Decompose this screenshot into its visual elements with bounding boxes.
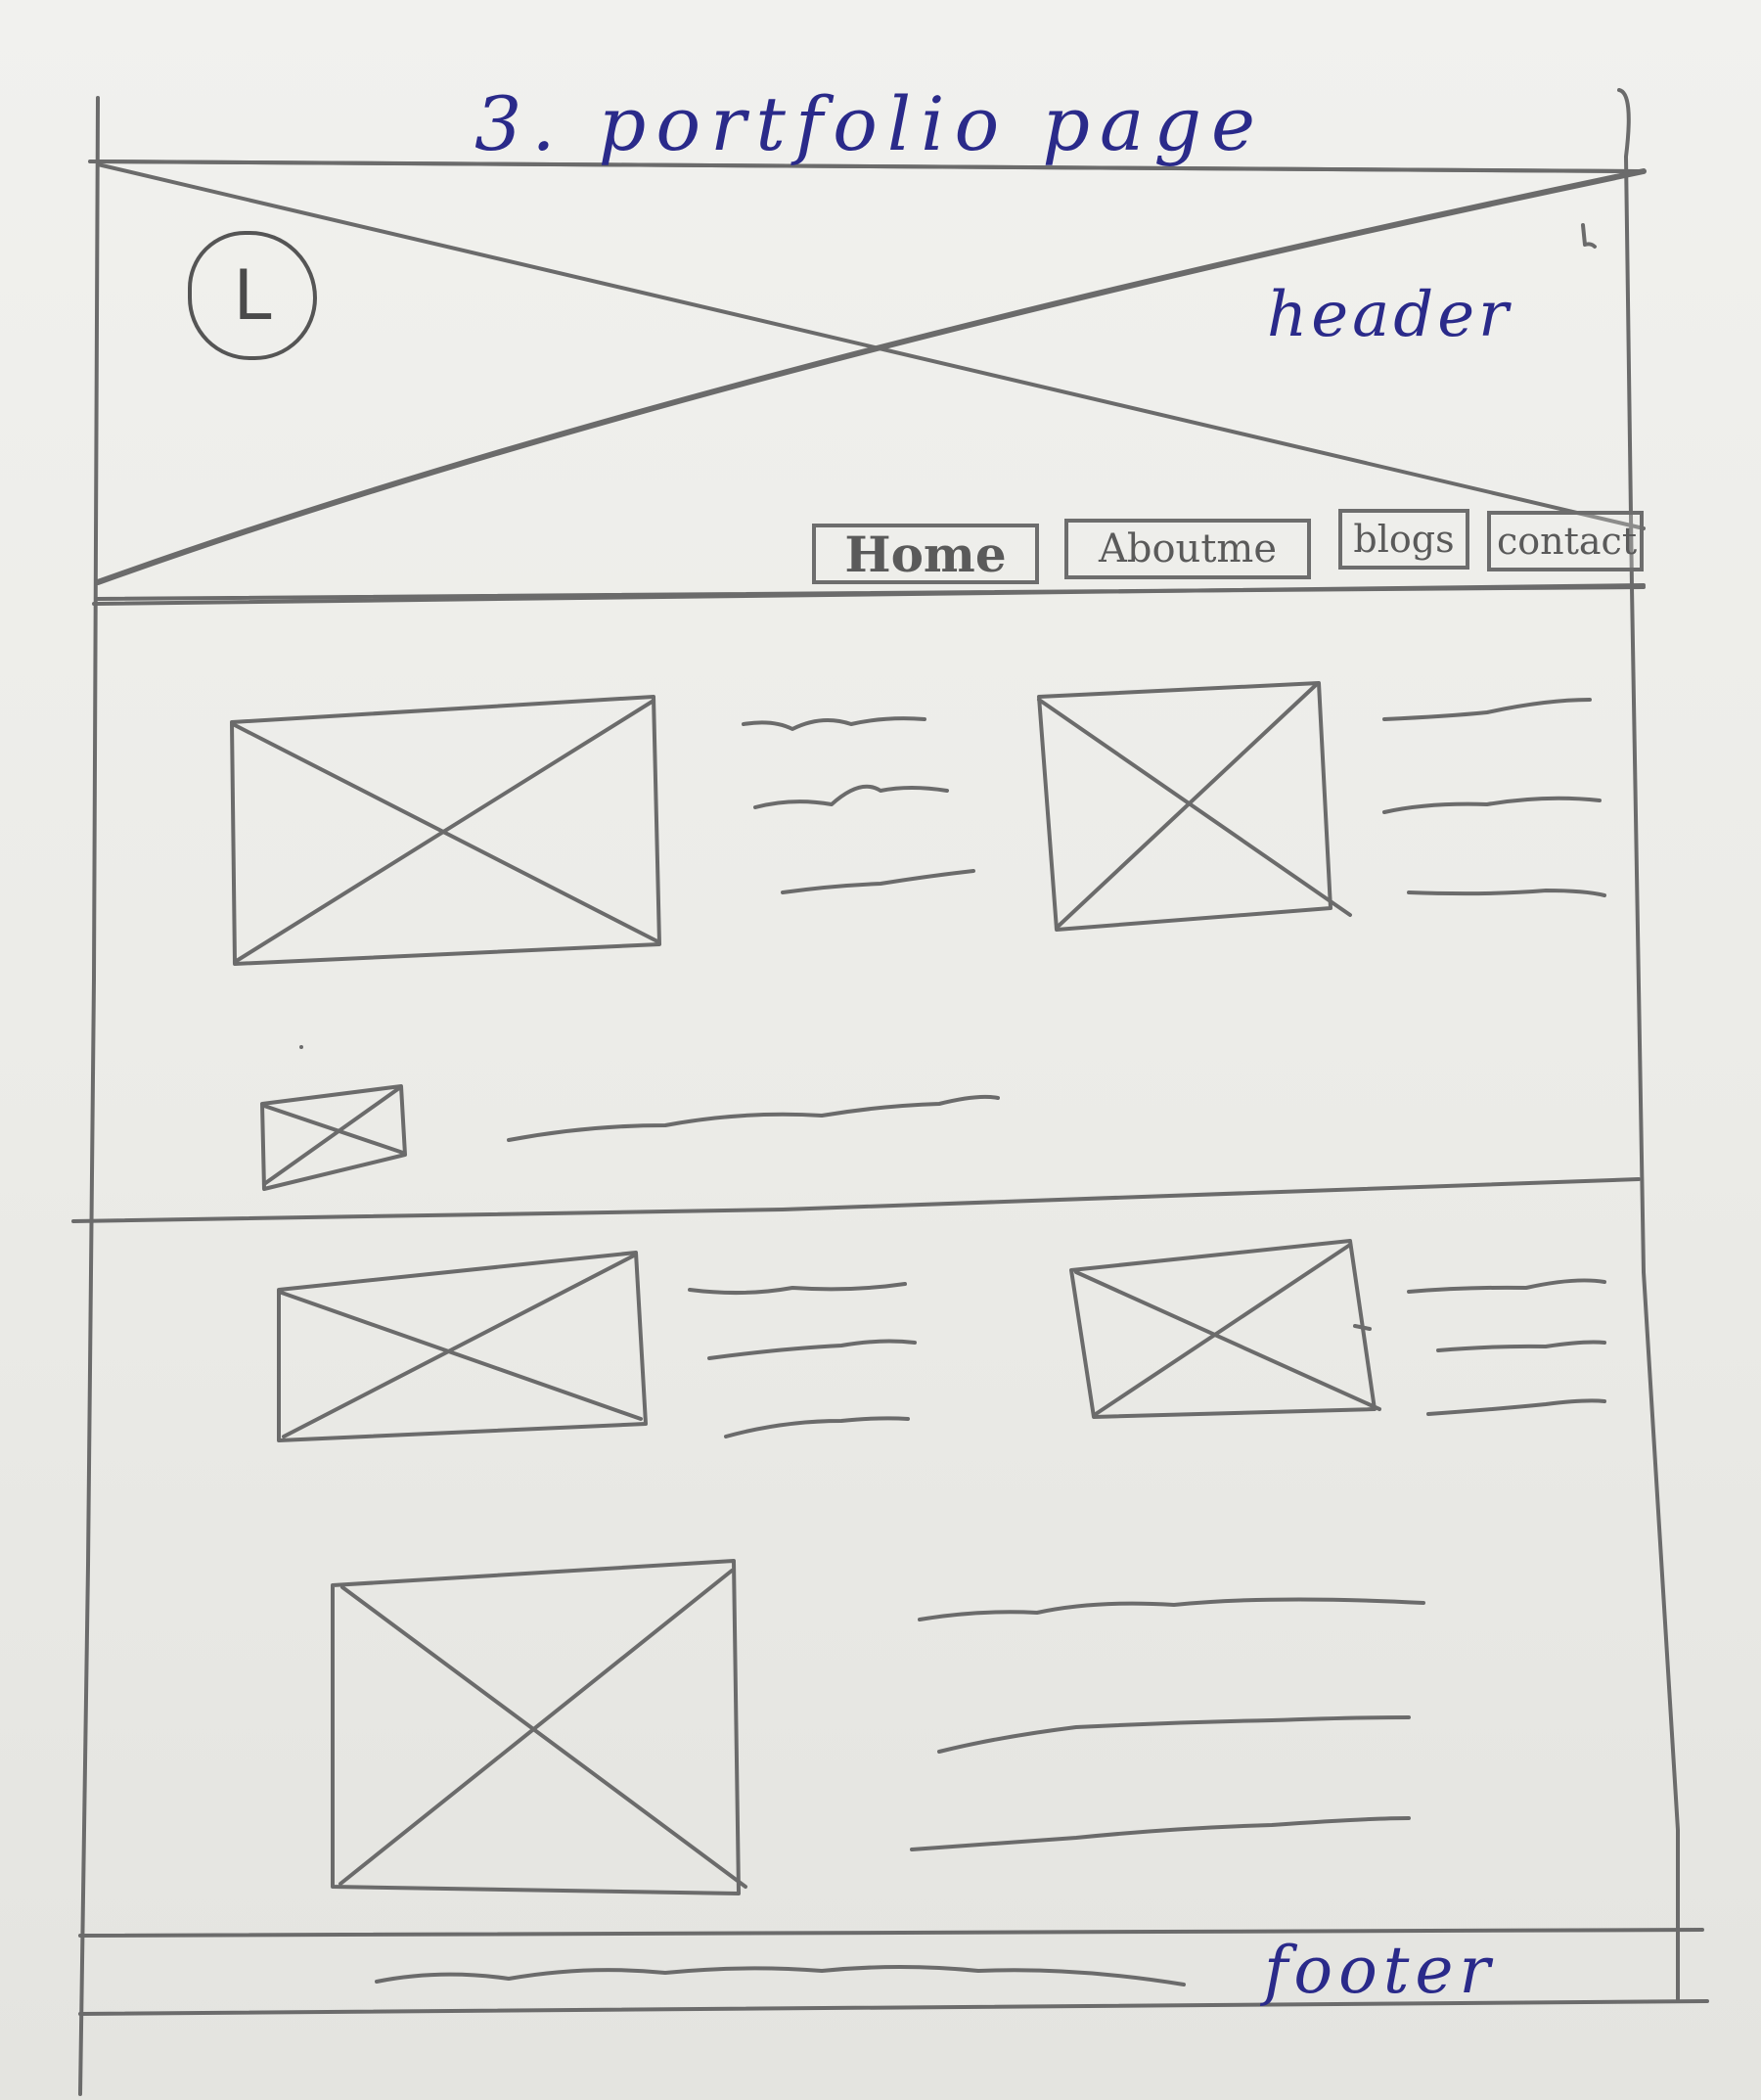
project-image-4	[1069, 1239, 1381, 1419]
nav-blogs-button[interactable]: blogs	[1338, 509, 1469, 570]
project-image-3	[277, 1251, 648, 1442]
project-text-5	[910, 1597, 1425, 1851]
header-label: header	[1267, 279, 1513, 351]
nav-home-button[interactable]: Home	[812, 524, 1039, 584]
footer-bottom-line	[78, 1999, 1709, 2016]
project-image-1	[230, 695, 661, 966]
nav-aboutme-button[interactable]: Aboutme	[1064, 519, 1311, 579]
project-text-4	[1407, 1278, 1606, 1416]
footer-top-line	[78, 1928, 1704, 1938]
header-divider	[92, 583, 1646, 606]
project-text-2	[1382, 698, 1606, 897]
small-thumbnail	[260, 1084, 407, 1191]
footer-label: footer	[1264, 1933, 1497, 2008]
footer-text-line	[375, 1965, 1186, 1986]
project-image-5	[331, 1559, 747, 1895]
page-frame-left	[78, 96, 100, 2096]
page-title: 3. portfolio page	[474, 80, 1265, 167]
thumbnail-caption	[507, 1094, 1000, 1142]
project-text-3	[688, 1282, 917, 1438]
project-image-2	[1037, 681, 1352, 932]
project-text-1	[742, 716, 975, 894]
logo[interactable]: L	[188, 231, 317, 360]
page-frame-right	[1617, 88, 1680, 2003]
section-divider	[71, 1177, 1641, 1223]
nav-contact-button[interactable]: contact	[1487, 511, 1644, 571]
